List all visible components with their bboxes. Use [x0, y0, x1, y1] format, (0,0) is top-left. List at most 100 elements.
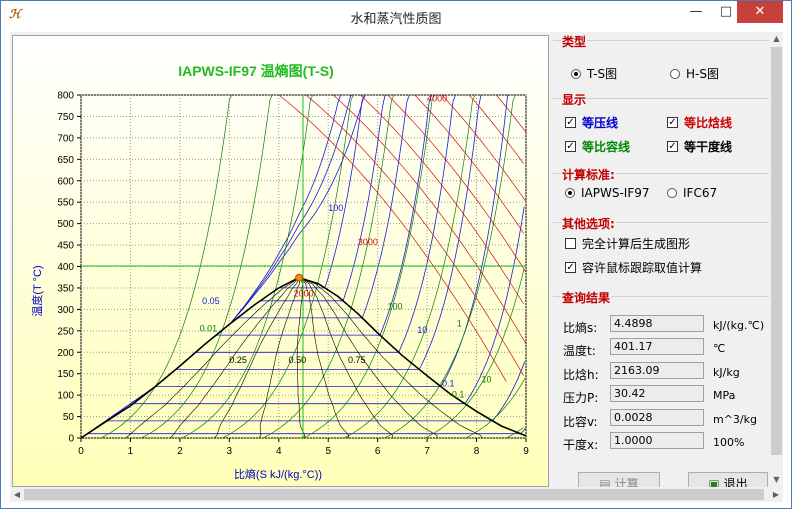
type-group-title: 类型: [561, 33, 588, 50]
check-mouse-track-box[interactable]: ✓: [565, 262, 576, 273]
radio-iapws-label: IAPWS-IF97: [581, 186, 650, 200]
radio-hs[interactable]: H-S图: [670, 65, 719, 82]
scroll-up-arrow-icon[interactable]: ▲: [773, 34, 780, 43]
results-group-title: 查询结果: [561, 289, 612, 306]
app-logo-icon: ℋ: [9, 7, 21, 21]
result-label-pressure: 压力P:: [563, 391, 599, 405]
title-bar[interactable]: ℋ 水和蒸汽性质图 — □ ✕: [1, 1, 791, 31]
maximize-button[interactable]: □: [719, 4, 733, 19]
isenthalpic-line: [332, 94, 527, 344]
quality-line: [169, 277, 300, 439]
check-volume-box[interactable]: ✓: [565, 141, 576, 152]
radio-iapws[interactable]: IAPWS-IF97: [565, 186, 650, 200]
check-quality-label: 等干度线: [684, 140, 733, 154]
quality-line: [296, 277, 306, 439]
scroll-right-arrow-icon[interactable]: ▶: [772, 490, 780, 499]
horizontal-scrollbar[interactable]: ◀ ▶: [10, 487, 783, 502]
isobar-label: 0.1: [442, 379, 455, 389]
check-volume[interactable]: ✓ 等比容线: [565, 138, 630, 155]
check-isobar-label: 等压线: [582, 116, 619, 130]
x-tick-label: 8: [474, 446, 480, 457]
result-volume-field[interactable]: 0.0028: [610, 409, 704, 426]
radio-hs-label: H-S图: [686, 67, 719, 81]
radio-ifc67-indicator[interactable]: [667, 188, 677, 198]
isenthalpic-line: [278, 94, 507, 382]
scroll-left-arrow-icon[interactable]: ◀: [13, 490, 21, 499]
chart-panel[interactable]: 0 1 2 3 4 5 6 7 8 9 0 50 100 150 200 250 300 350 400 450 500…: [12, 35, 549, 487]
check-enthalpy-box[interactable]: ✓: [667, 117, 678, 128]
radio-iapws-indicator[interactable]: [565, 188, 575, 198]
x-tick-label: 0: [78, 446, 84, 457]
result-temperature-field[interactable]: 401.17: [610, 338, 704, 355]
vertical-scrollbar[interactable]: ▲ ▼: [770, 32, 783, 487]
check-quality-box[interactable]: ✓: [667, 141, 678, 152]
volume-label: 1: [457, 319, 462, 329]
isochore-line: [262, 94, 395, 439]
scroll-down-arrow-icon[interactable]: ▼: [773, 475, 780, 484]
close-button[interactable]: ✕: [737, 1, 783, 23]
y-tick-label: 300: [57, 305, 74, 316]
y-tick-label: 0: [68, 434, 74, 445]
window-title: 水和蒸汽性质图: [350, 12, 442, 27]
quality-label: 0.75: [348, 355, 366, 365]
check-quality[interactable]: ✓ 等干度线: [667, 138, 732, 155]
isenthalpic-line: [414, 94, 524, 234]
vertical-scroll-thumb[interactable]: [771, 47, 782, 455]
volume-label: 0.01: [200, 324, 218, 334]
isochore-line: [181, 94, 314, 439]
result-entropy-field[interactable]: 4.4898: [610, 315, 704, 332]
quality-line: [214, 277, 300, 439]
exit-icon: ▣: [708, 477, 720, 491]
x-tick-label: 7: [424, 446, 430, 457]
quality-line: [298, 277, 394, 439]
check-enthalpy-label: 等比焓线: [684, 116, 733, 130]
y-tick-label: 150: [57, 369, 74, 380]
options-panel: 类型 T-S图 H-S图 显示 ✓ 等压线 ✓ 等比焓线 ✓ 等比容线 ✓ 等干度线 计…: [551, 32, 770, 496]
x-tick-label: 5: [325, 446, 331, 457]
check-enthalpy[interactable]: ✓ 等比焓线: [667, 114, 732, 131]
result-quality-unit: 100%: [713, 436, 745, 449]
check-isobar[interactable]: ✓ 等压线: [565, 114, 618, 131]
y-axis-label: 温度(T °C): [30, 265, 44, 316]
y-tick-label: 450: [57, 241, 74, 252]
isenthalpic-line: [387, 94, 527, 273]
check-mouse-track[interactable]: ✓ 容许鼠标跟踪取值计算: [565, 259, 702, 276]
standard-group-title: 计算标准:: [561, 166, 616, 183]
y-tick-label: 50: [63, 412, 75, 423]
result-label-enthalpy: 比焓h:: [563, 368, 599, 382]
client-area: 0 1 2 3 4 5 6 7 8 9 0 50 100 150 200 250 300 350 400 450 500…: [10, 32, 783, 502]
minimize-button[interactable]: —: [689, 4, 703, 19]
isobar-label: 0.05: [202, 296, 220, 306]
radio-ts[interactable]: T-S图: [571, 65, 617, 82]
result-enthalpy-unit: kJ/kg: [713, 366, 740, 379]
saturation-dome-line: [80, 276, 527, 439]
radio-ifc67[interactable]: IFC67: [667, 186, 717, 200]
result-pressure-field[interactable]: 30.42: [610, 385, 704, 402]
check-isobar-box[interactable]: ✓: [565, 117, 576, 128]
isobar-label: 100: [328, 203, 343, 213]
volume-label: 0.1: [452, 389, 465, 399]
display-group: 显示 ✓ 等压线 ✓ 等比焓线 ✓ 等比容线 ✓ 等干度线: [553, 91, 769, 167]
radio-hs-indicator[interactable]: [670, 68, 680, 79]
isobar-label: 10: [417, 325, 427, 335]
enthalpy-label: 4000: [427, 93, 447, 103]
result-label-temperature: 温度t:: [563, 344, 596, 358]
display-group-title: 显示: [561, 91, 588, 108]
check-mouse-track-label: 容许鼠标跟踪取值计算: [582, 261, 703, 275]
radio-ts-label: T-S图: [587, 67, 618, 81]
y-tick-label: 750: [57, 112, 74, 123]
result-quality-field[interactable]: 1.0000: [610, 432, 704, 449]
horizontal-scroll-thumb[interactable]: [24, 489, 764, 500]
other-options-group: 其他选项: 完全计算后生成图形 ✓ 容许鼠标跟踪取值计算: [553, 215, 769, 285]
isochore-line: [384, 94, 516, 439]
check-full-calc[interactable]: 完全计算后生成图形: [565, 235, 690, 252]
radio-ifc67-label: IFC67: [683, 186, 718, 200]
check-full-calc-box[interactable]: [565, 238, 576, 249]
ts-chart[interactable]: 0 1 2 3 4 5 6 7 8 9 0 50 100 150 200 250 300 350 400 450 500…: [13, 36, 548, 486]
volume-label: 10: [482, 374, 492, 384]
radio-ts-indicator[interactable]: [571, 68, 581, 79]
result-enthalpy-field[interactable]: 2163.09: [610, 362, 704, 379]
quality-line: [298, 277, 482, 439]
x-tick-label: 6: [375, 446, 381, 457]
